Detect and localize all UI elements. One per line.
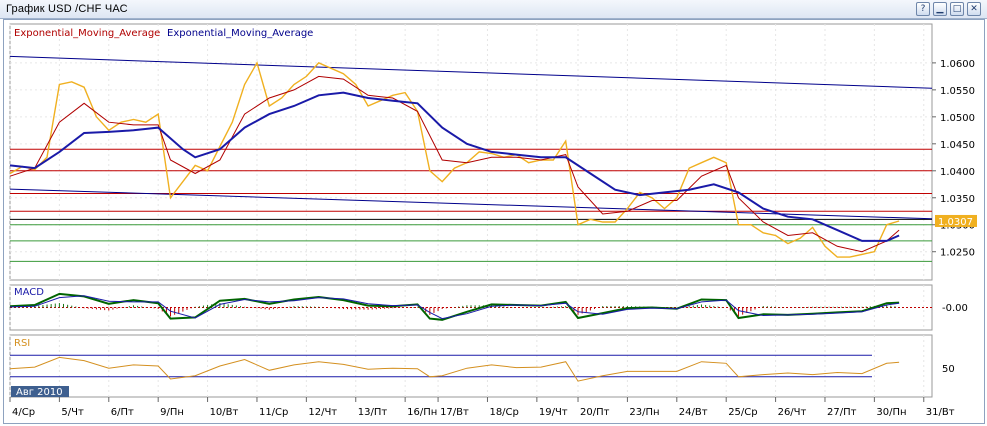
window-title: График USD /CHF ЧАС [6,3,128,15]
price-tick-label-4: 1.0400 [940,167,975,178]
x-tick-label-16: 26/Чт [778,407,807,418]
x-tick-label-9: 17/Вт [440,407,469,418]
x-tick-label-8: 16/Пн [407,407,437,418]
x-tick-label-10: 18/Ср [489,407,518,418]
x-tick-label-3: 9/Пн [160,407,184,418]
macd-tick: -0.00 [942,303,968,314]
x-tick-label-4: 10/Вт [210,407,239,418]
maximize-button[interactable]: □ [950,2,964,16]
price-tick-label-2: 1.0500 [940,113,975,124]
x-tick-label-18: 30/Пн [876,407,906,418]
x-tick-label-7: 13/Пт [358,407,388,418]
x-tick-label-17: 27/Пт [827,407,857,418]
x-tick-label-14: 24/Вт [679,407,708,418]
price-tick-label-0: 1.0600 [940,59,975,70]
rsi-gridlines [9,335,925,397]
trend-line-0 [9,55,933,89]
price-tick-label-1: 1.0550 [940,86,975,97]
help-button[interactable]: ? [916,2,930,16]
price-tick-label-5: 1.0350 [940,194,975,205]
minimize-button[interactable]: ▁ [933,2,947,16]
ema-fast-line [9,75,900,253]
rsi-panel[interactable] [9,334,933,398]
month-badge [11,386,69,397]
price-y-axis: 1.0600 1.0550 1.0500 1.0450 1.0400 1.0350 1.03… [932,59,975,259]
rsi-label: RSI [14,338,30,349]
macd-label: MACD [14,287,44,298]
x-tick-label-2: 6/Пт [111,407,134,418]
price-series-line [9,61,900,258]
window-titlebar: График USD /CHF ЧАС ? ▁ □ ✕ [0,0,987,19]
macd-signal-line [9,295,900,320]
x-tick-label-13: 23/Пн [629,407,659,418]
current-price-tag: 1.0307 [935,214,977,228]
legend-ema-fast: Exponential_Moving_Average [14,28,160,39]
x-tick-label-15: 25/Ср [728,407,757,418]
close-button[interactable]: ✕ [967,2,981,16]
x-tick-label-11: 19/Чт [539,407,568,418]
price-tick-label-3: 1.0450 [940,140,975,151]
price-tick-label-7: 1.0250 [940,248,975,259]
x-tick-label-0: 4/Ср [12,407,35,418]
x-tick-label-1: 5/Чт [61,407,84,418]
current-price-box [935,214,977,227]
legend-ema-slow: Exponential_Moving_Average [167,28,313,39]
ema-slow-line [9,91,900,242]
rsi-line [9,356,900,382]
x-tick-label-12: 20/Пт [580,407,610,418]
current-price-label: 1.0307 [938,217,973,228]
x-tick-label-19: 31/Вт [926,407,955,418]
month-label: Авг 2010 [16,387,63,398]
rsi-tick: 50 [942,364,955,375]
x-axis: 4/Ср 5/Чт 6/Пт 9/Пн 10/Вт 11/Ср 12/Чт 13/Пт 16/П… [9,397,955,418]
x-tick-label-6: 12/Чт [308,407,337,418]
x-tick-label-5: 11/Ср [259,407,288,418]
